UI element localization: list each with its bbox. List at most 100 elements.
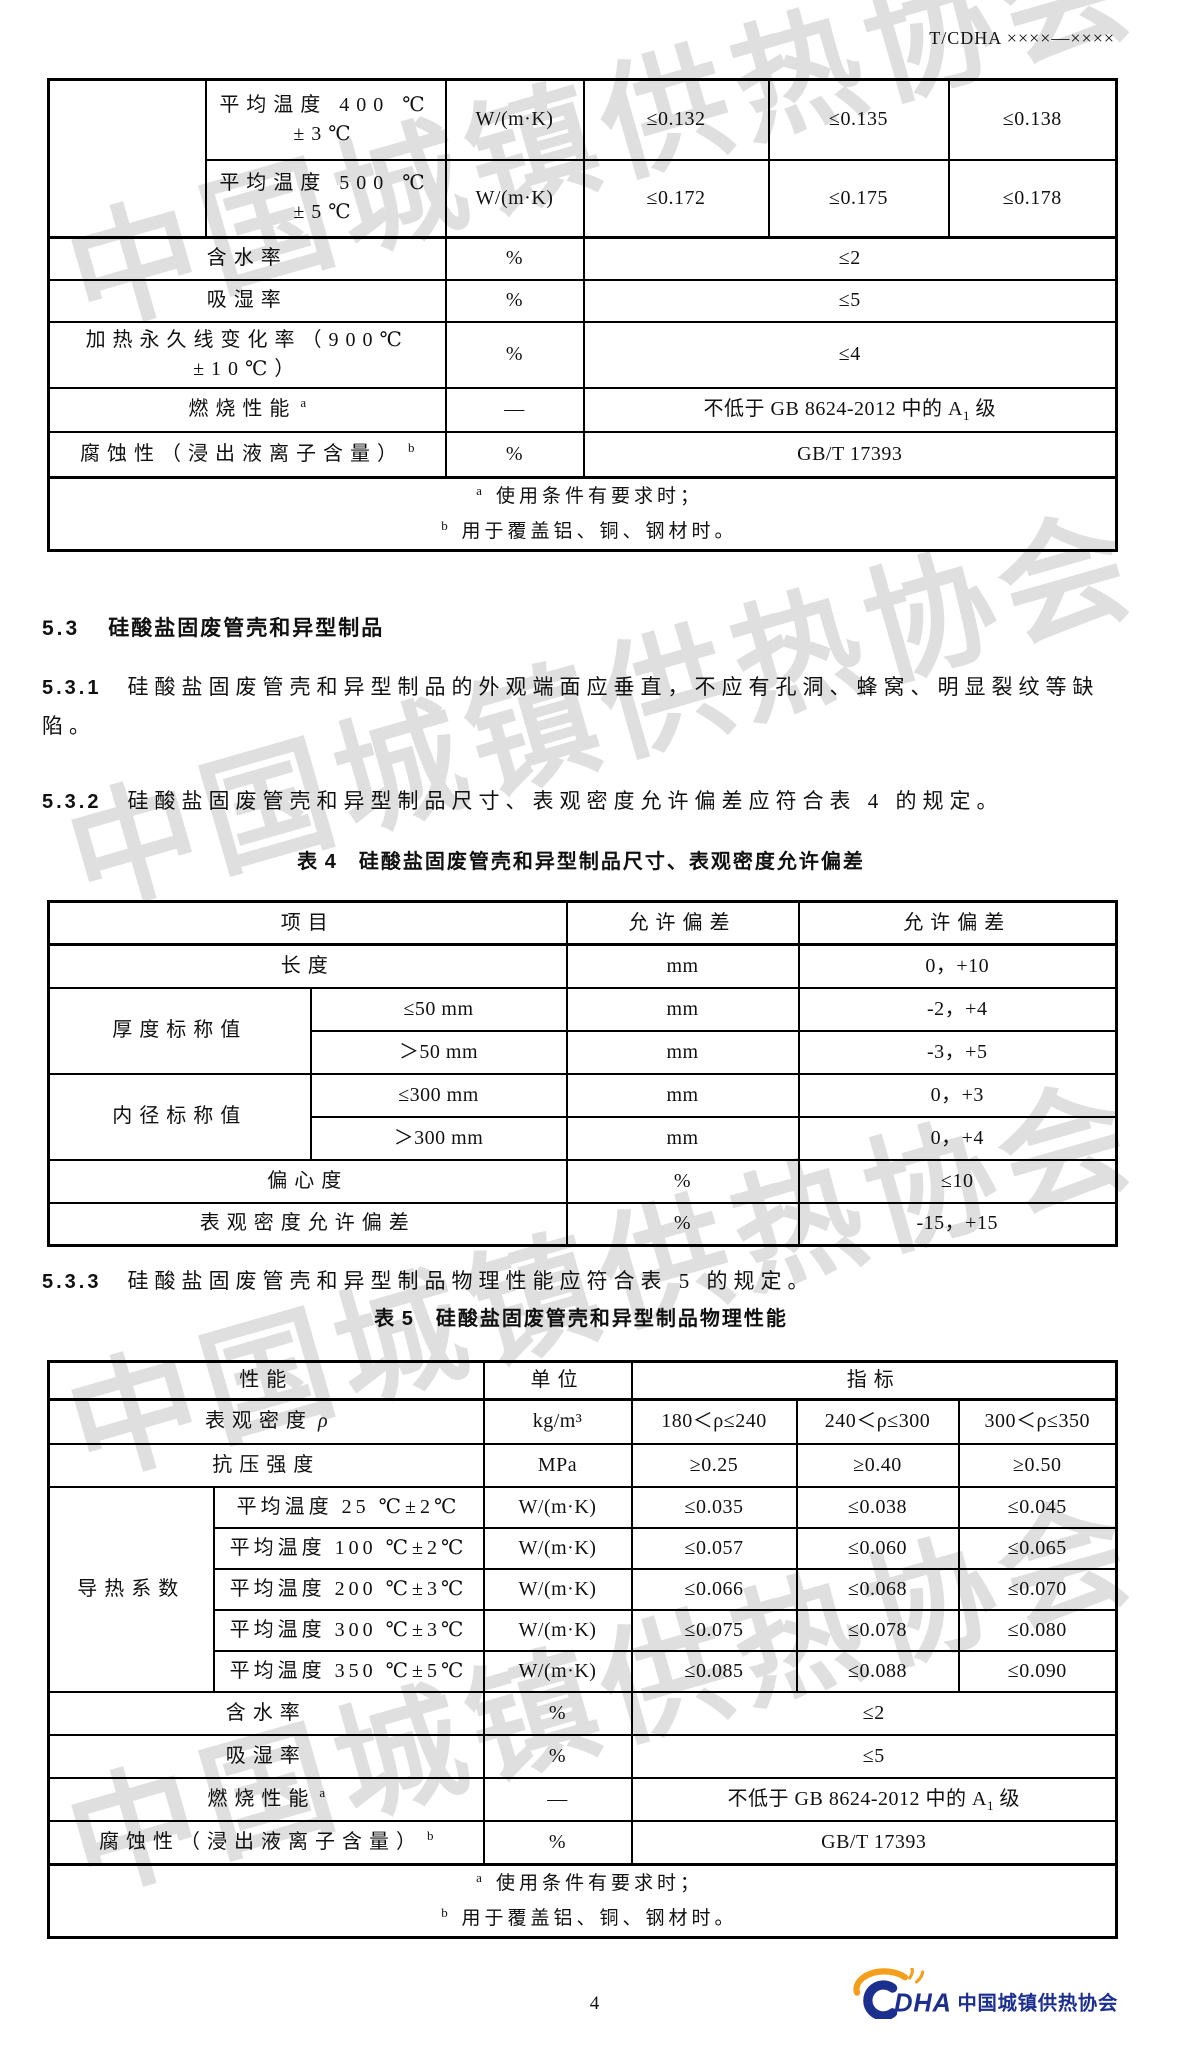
table-row: 腐蚀性（浸出液离子含量） b % GB/T 17393 [47, 1819, 1118, 1866]
table-row: 平均温度 200 ℃±3℃ W/(m·K) ≤0.066 ≤0.068 ≤0.0… [49, 1567, 1118, 1611]
a1-subscript: 1 [986, 1797, 994, 1813]
table4-unit-cell: mm [565, 943, 800, 989]
table5-unit-cell: % [482, 1690, 633, 1736]
table5-row-label: 燃烧性能 a [47, 1776, 485, 1822]
logo-crescent-c-icon [863, 1980, 898, 2021]
section-number: 5.3 [42, 617, 81, 640]
table3-unit-cell: W/(m·K) [444, 78, 585, 161]
table-row: 内径标称值 ≤300 mm mm 0，+3 [47, 1072, 1118, 1161]
combustion-value-suffix: 级 [993, 1787, 1020, 1810]
table3-continued-physical-properties: 平均温度 400 ℃±3℃ W/(m·K) ≤0.132 ≤0.135 ≤0.1… [47, 78, 1118, 553]
table4-subitem-cell: ＞50 mm [309, 1029, 568, 1075]
footnote-ref-a: a [319, 1784, 326, 1800]
table-row: 燃烧性能 a — 不低于 GB 8624-2012 中的 A1 级 [47, 1776, 1118, 1822]
table5-value-cell: 240＜ρ≤300 [795, 1398, 960, 1445]
table5-value-cell: ≤0.045 [957, 1485, 1118, 1529]
rho-symbol: ρ [317, 1410, 328, 1433]
table3-row-label: 腐蚀性（浸出液离子含量） b [47, 430, 447, 479]
clause-5-3-2: 5.3.2 硅酸盐固废管壳和异型制品尺寸、表观密度允许偏差应符合表 4 的规定。 [42, 782, 1120, 821]
table4-caption: 硅酸盐固废管壳和异型制品尺寸、表观密度允许偏差 [358, 851, 865, 873]
table5-row-label: 含水率 [47, 1690, 485, 1736]
table4-group-thickness: 厚度标称值 [47, 986, 312, 1075]
table5-value-cell: GB/T 17393 [630, 1819, 1118, 1866]
table3-row-label: 燃烧性能 a [47, 386, 447, 433]
table5-value-cell: ≤0.057 [630, 1526, 798, 1570]
table3-unit-cell: — [444, 386, 585, 433]
table4-deviation-cell: 0，+3 [797, 1072, 1118, 1118]
table5-value-cell: ≤0.060 [795, 1526, 960, 1570]
table3-merged-empty-cell [47, 78, 207, 239]
combustion-label: 燃烧性能 [207, 1787, 316, 1810]
clause-text-continued: 陷。 [42, 714, 96, 738]
table5-number: 表 5 [374, 1308, 414, 1330]
table5-header-performance: 性能 [47, 1360, 485, 1401]
footnote-ref-b: b [408, 440, 415, 456]
footnote-ref-a: a [300, 395, 307, 411]
table4-deviation-cell: -3，+5 [797, 1029, 1118, 1075]
cdha-logo: DHA 中国城镇供热协会 [847, 1966, 1119, 2024]
footnote-b-text: 用于覆盖铝、铜、钢材时。 [461, 521, 738, 543]
table5-value-cell: 180＜ρ≤240 [630, 1398, 798, 1445]
table-row: 燃烧性能 a — 不低于 GB 8624-2012 中的 A1 级 [47, 386, 1118, 433]
table-row: 导热系数 平均温度 25 ℃±2℃ W/(m·K) ≤0.035 ≤0.038 … [47, 1485, 1118, 1693]
footnote-a-mark: a [476, 483, 482, 498]
table5-value-cell: 300＜ρ≤350 [957, 1398, 1118, 1445]
logo-org-name: 中国城镇供热协会 [958, 1992, 1119, 2015]
clause-text: 硅酸盐固废管壳和异型制品物理性能应符合表 5 的规定。 [127, 1269, 815, 1293]
table5-value-cell: 不低于 GB 8624-2012 中的 A1 级 [630, 1776, 1118, 1822]
section-heading-5-3: 5.3 硅酸盐固废管壳和异型制品 [42, 612, 1115, 642]
table5-value-cell: ≤0.078 [795, 1608, 960, 1652]
table-row: 吸湿率 % ≤5 [47, 278, 1118, 323]
table3-value-cell: ≤0.135 [767, 78, 950, 161]
table-row: 偏心度 % ≤10 [47, 1158, 1118, 1204]
table3-value-cell: ≤0.132 [582, 78, 770, 161]
table4-item-cell: 表观密度允许偏差 [47, 1201, 568, 1247]
table4-unit-cell: mm [565, 1115, 800, 1161]
table3-unit-cell: % [444, 236, 585, 281]
footnote-b-text: 用于覆盖铝、铜、钢材时。 [461, 1908, 738, 1930]
table4-dimension-deviation: 项目 允许偏差 允许偏差 长度 mm 0，+10 厚度标称值 ≤50 mm mm… [47, 900, 1118, 1247]
table3-value-cell: ≤0.175 [767, 158, 950, 239]
table5-temp-label: 平均温度 100 ℃±2℃ [212, 1526, 485, 1570]
clause-5-3-1: 5.3.1 硅酸盐固废管壳和异型制品的外观端面应垂直，不应有孔洞、蜂窝、明显裂纹等… [42, 668, 1120, 745]
table-row: 表观密度允许偏差 % -15，+15 [47, 1201, 1118, 1247]
clause-number: 5.3.3 [42, 1271, 102, 1293]
table-row: ＞50 mm mm -3，+5 [49, 1029, 1118, 1075]
table5-temp-label: 平均温度 300 ℃±3℃ [212, 1608, 485, 1652]
table-row: 平均温度 350 ℃±5℃ W/(m·K) ≤0.085 ≤0.088 ≤0.0… [49, 1649, 1118, 1693]
table5-unit-cell: W/(m·K) [482, 1567, 633, 1611]
table4-header-row: 项目 允许偏差 允许偏差 [47, 900, 1118, 946]
table3-value-cell: ≤0.178 [947, 158, 1118, 239]
table5-conductivity-group-label: 导热系数 [47, 1485, 215, 1693]
table3-value-cell: ≤0.138 [947, 78, 1118, 161]
table5-strength-label: 抗压强度 [47, 1442, 485, 1488]
table5-temp-label: 平均温度 25 ℃±2℃ [212, 1485, 485, 1529]
table4-deviation-cell: ≤10 [797, 1158, 1118, 1204]
table4-unit-cell: % [565, 1201, 800, 1247]
footnote-a-text: 使用条件有要求时； [495, 486, 703, 507]
table3-row-label: 加热永久线变化率（900℃±10℃） [47, 320, 447, 389]
combustion-label: 燃烧性能 [188, 398, 297, 420]
table4-subitem-cell: ≤50 mm [309, 986, 568, 1032]
table4-header-item: 项目 [47, 900, 568, 946]
table3-footnote-row: a 使用条件有要求时； b 用于覆盖铝、铜、钢材时。 [47, 475, 1118, 552]
table5-header-index: 指标 [630, 1360, 1118, 1401]
footnote-a-mark: a [476, 1870, 482, 1885]
footnote-a-text: 使用条件有要求时； [495, 1873, 703, 1894]
combustion-value-suffix: 级 [969, 398, 996, 420]
table3-value-cell: ≤2 [582, 236, 1118, 281]
table5-unit-cell: W/(m·K) [482, 1649, 633, 1693]
table5-footnote-row: a 使用条件有要求时； b 用于覆盖铝、铜、钢材时。 [47, 1862, 1118, 1939]
clause-number: 5.3.2 [42, 791, 102, 813]
table4-title: 表 4 硅酸盐固废管壳和异型制品尺寸、表观密度允许偏差 [47, 845, 1115, 874]
logo-swoosh-icon [853, 1968, 909, 1996]
table5-value-cell: ≥0.25 [630, 1442, 798, 1488]
table3-row-label: 含水率 [47, 236, 447, 281]
table-row: 平均温度 500 ℃±5℃ W/(m·K) ≤0.172 ≤0.175 ≤0.1… [49, 158, 1118, 239]
footnote-b: b 用于覆盖铝、铜、钢材时。 [52, 1901, 1113, 1936]
table5-value-cell: ≤0.038 [795, 1485, 960, 1529]
footnote-ref-b: b [427, 1828, 434, 1844]
table5-temp-label: 平均温度 200 ℃±3℃ [212, 1567, 485, 1611]
combustion-value: 不低于 GB 8624-2012 中的 A [703, 398, 963, 420]
clause-5-3-3: 5.3.3 硅酸盐固废管壳和异型制品物理性能应符合表 5 的规定。 [42, 1262, 1120, 1301]
